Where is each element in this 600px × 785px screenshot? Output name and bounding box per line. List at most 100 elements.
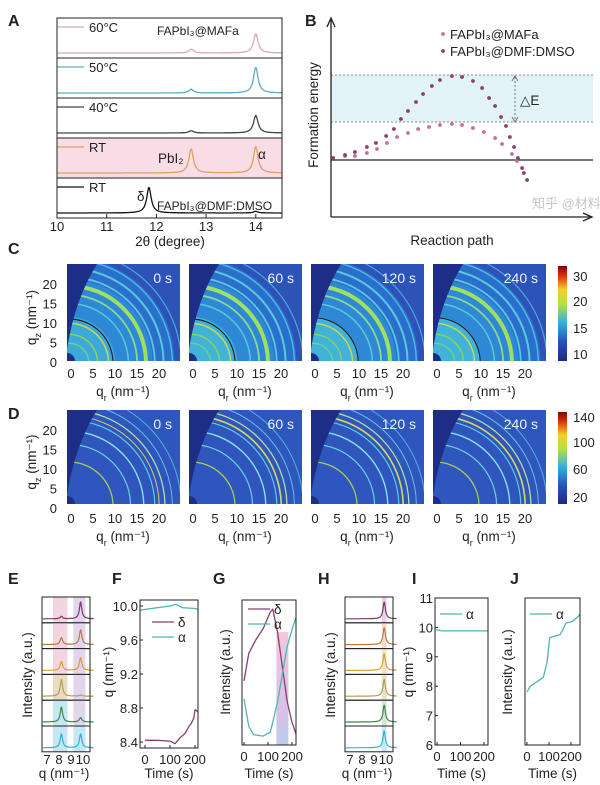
axes-arrows [326, 16, 594, 222]
y-tick-label: 10 [43, 462, 57, 477]
x-tick-label: 9 [67, 752, 74, 767]
spectrum-strip [344, 673, 397, 701]
colorbar-tick-label: 60 [573, 462, 587, 477]
panel-label-H: H [318, 571, 330, 588]
data-point [384, 134, 389, 138]
x-tick-label: 200 [281, 749, 303, 764]
x-tick-label: 5 [455, 366, 462, 381]
annotation-pbi2: PbI₂ [158, 151, 184, 166]
xrd-trace [56, 66, 282, 94]
data-point [416, 127, 420, 131]
spectrum-strip [41, 699, 95, 727]
x-axis-label: Reaction path [410, 233, 493, 248]
time-label: 0 s [153, 270, 172, 286]
xrd-strip: RT [56, 177, 283, 219]
x-tick-label: 7 [43, 752, 50, 767]
x-axis-label-unit: (nm⁻¹) [351, 384, 394, 399]
data-point [375, 147, 379, 151]
panel-label-G: G [213, 571, 225, 588]
x-tick-label: 10 [352, 511, 366, 526]
detector-gap [189, 264, 219, 349]
panel-label-J: J [510, 571, 519, 588]
x-axis-label: qr (nm⁻¹) [462, 384, 516, 403]
y-tick-label: 10 [43, 316, 57, 331]
beamstop [67, 496, 75, 504]
x-axis-label: qr (nm⁻¹) [340, 384, 394, 403]
x-tick-label: 10 [50, 219, 64, 234]
detector-gap [189, 410, 219, 495]
y-tick-label: 10.0 [113, 599, 138, 614]
x-tick-label: 5 [455, 511, 462, 526]
x-tick-label: 9 [370, 752, 377, 767]
x-tick-label: 10 [108, 366, 122, 381]
xrd-trace [56, 186, 282, 214]
y-tick-label: 10 [419, 620, 433, 635]
highlight-band [381, 700, 387, 726]
x-tick-label: 12 [149, 219, 163, 234]
data-point [510, 152, 514, 156]
x-tick-label: 10 [230, 366, 244, 381]
detector-gap [67, 264, 97, 349]
x-tick-label: 20 [396, 366, 410, 381]
x-axis-label-sub: r [226, 393, 229, 403]
y-tick-label: 15 [43, 297, 57, 312]
data-point [504, 124, 508, 128]
beamstop [311, 496, 319, 504]
y-tick-label: 7 [426, 709, 433, 724]
spectrum-trace [345, 730, 397, 749]
panel-e-spectra: 7 8 9 10q (nm⁻¹) Intensity (a.u.) [20, 596, 95, 781]
spectrum-strip [344, 648, 397, 675]
legend-label: α [556, 607, 564, 622]
arrow-heads [511, 75, 519, 123]
x-tick-label: 11 [100, 219, 114, 234]
panel-label-I: I [412, 571, 416, 588]
spectrum-trace [42, 706, 95, 723]
series-line [243, 615, 296, 737]
x-tick-label: 15 [374, 511, 388, 526]
x-axis-label-base: q [462, 384, 470, 399]
x-tick-label: 10 [474, 511, 488, 526]
highlight-band [53, 648, 68, 675]
data-point [516, 156, 520, 160]
time-label: 60 s [268, 416, 294, 432]
x-tick-label: 0 [311, 511, 318, 526]
diffuse-scatter [67, 316, 116, 361]
time-label: 0 s [153, 416, 172, 432]
x-axis-label: Time (s) [437, 766, 486, 781]
x-axis-label: 2θ (degree) [135, 234, 205, 249]
data-point [471, 79, 475, 83]
spectrum-strip [41, 622, 95, 650]
data-point [353, 150, 357, 154]
panel-g-time: 0 100 200 Time (s) Intensity (a.u.) δα [218, 599, 303, 781]
x-axis-label-unit: (nm⁻¹) [229, 384, 272, 399]
y-axis-label-base: q [24, 338, 39, 346]
y-axis-label-sub: z [33, 333, 43, 338]
x-axis-label: qr (nm⁻¹) [218, 384, 272, 403]
data-point [374, 141, 378, 145]
xrd-strip: 60°C [56, 17, 283, 59]
x-axis-label-base: q [218, 529, 226, 544]
x-axis-label: qr (nm⁻¹) [462, 529, 516, 548]
colorbar-tick-label: 20 [573, 490, 587, 505]
x-tick-label: 200 [560, 749, 582, 764]
x-axis-label: Time (s) [145, 766, 194, 781]
xrd-strip: 40°C [56, 97, 283, 139]
data-point [460, 123, 464, 127]
data-point [392, 127, 396, 131]
y-axis-label: q (nm⁻¹) [401, 647, 416, 698]
xrd-strip: RT [56, 137, 283, 179]
data-point [522, 171, 526, 175]
series-line [145, 709, 198, 745]
data-point [427, 125, 431, 129]
y-tick-label: 11 [420, 591, 434, 606]
highlight-band [381, 674, 387, 701]
x-tick-label: 20 [518, 511, 532, 526]
panel-label-C: C [8, 241, 20, 258]
data-point [385, 141, 389, 145]
data-point [507, 135, 512, 139]
x-axis-label-unit: (nm⁻¹) [107, 529, 150, 544]
x-axis-label-sub: r [470, 393, 473, 403]
xrd-strip: 50°C [56, 57, 283, 99]
